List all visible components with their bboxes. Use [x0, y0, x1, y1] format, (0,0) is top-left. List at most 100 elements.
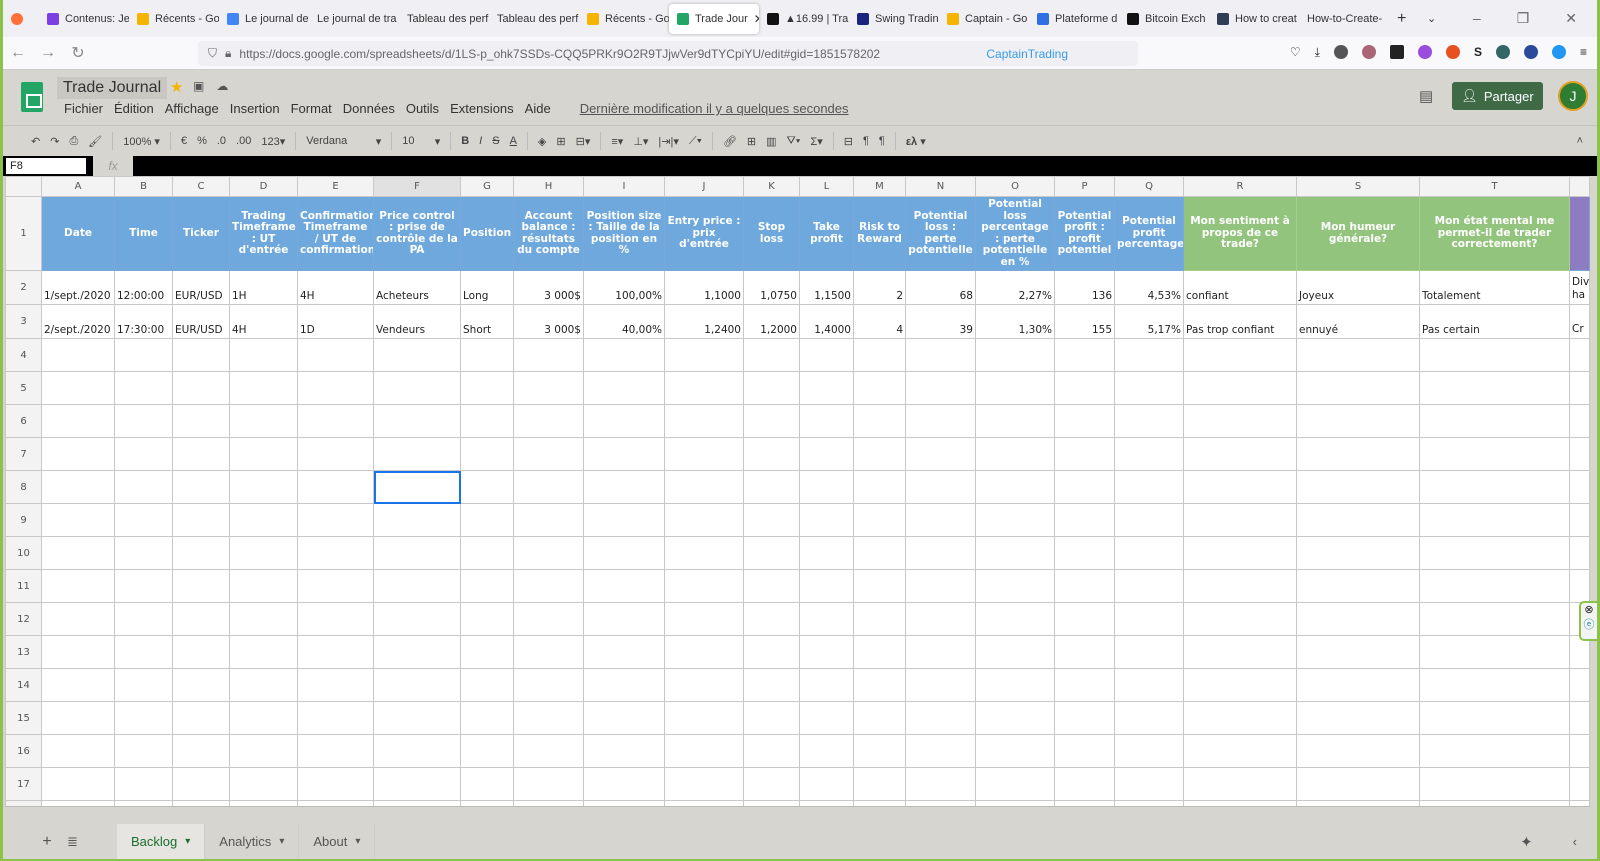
borders-icon[interactable]: ⊞: [556, 135, 566, 148]
cell[interactable]: [460, 437, 514, 471]
undo-icon[interactable]: ↶: [31, 135, 41, 148]
cell[interactable]: [975, 668, 1055, 702]
cell[interactable]: [172, 602, 230, 636]
cell[interactable]: [1296, 734, 1420, 768]
cell[interactable]: [583, 404, 665, 438]
cell[interactable]: [1183, 767, 1297, 801]
cell[interactable]: 40,00%: [583, 304, 665, 339]
cell[interactable]: ennuyé: [1296, 304, 1420, 339]
cell[interactable]: [853, 338, 906, 372]
cell[interactable]: 4H: [297, 270, 374, 305]
star-icon[interactable]: ★: [170, 79, 184, 96]
cell[interactable]: [373, 437, 461, 471]
cell[interactable]: [583, 668, 665, 702]
cell[interactable]: [172, 767, 230, 801]
cell[interactable]: [297, 404, 374, 438]
cell[interactable]: [1569, 767, 1590, 801]
column-header[interactable]: Q: [1114, 176, 1184, 197]
cell[interactable]: [905, 668, 976, 702]
row-header[interactable]: 7: [5, 437, 42, 471]
cell[interactable]: 68: [905, 270, 976, 305]
bold-icon[interactable]: B: [461, 135, 470, 147]
cell[interactable]: [743, 437, 800, 471]
cell[interactable]: 4H: [229, 304, 298, 339]
cell[interactable]: [1569, 569, 1590, 603]
cell[interactable]: [229, 767, 298, 801]
cell[interactable]: [1419, 470, 1570, 504]
cell[interactable]: [583, 536, 665, 570]
decrease-decimal-button[interactable]: .0: [216, 135, 227, 147]
cell[interactable]: [743, 338, 800, 372]
ltr-icon[interactable]: ¶: [862, 135, 869, 147]
cell[interactable]: [1114, 338, 1184, 372]
add-sheet-button[interactable]: +: [42, 832, 52, 850]
cell[interactable]: [1569, 371, 1590, 405]
cell[interactable]: [229, 404, 298, 438]
rtl-icon[interactable]: ¶: [878, 135, 885, 147]
font-select[interactable]: Verdana ▾: [306, 134, 382, 148]
column-header[interactable]: H: [513, 176, 584, 197]
header-cell[interactable]: Mon état mental me permet-il de trader c…: [1419, 196, 1570, 271]
cell[interactable]: [1296, 668, 1420, 702]
cell[interactable]: 3 000$: [513, 270, 584, 305]
cell[interactable]: [297, 701, 374, 735]
zoom-select[interactable]: 100% ▾: [123, 135, 160, 148]
cell[interactable]: [1419, 338, 1570, 372]
cell[interactable]: 4: [853, 304, 906, 339]
cell[interactable]: [513, 668, 584, 702]
header-cell[interactable]: Position: [460, 196, 514, 271]
cell[interactable]: [114, 767, 173, 801]
cell[interactable]: [1419, 503, 1570, 537]
cell[interactable]: [975, 569, 1055, 603]
header-cell[interactable]: Time: [114, 196, 173, 271]
cell[interactable]: [1054, 503, 1115, 537]
tab-list-chevron-icon[interactable]: ⌄: [1427, 13, 1437, 25]
cell[interactable]: [664, 470, 744, 504]
cell[interactable]: [1054, 767, 1115, 801]
cell[interactable]: [297, 536, 374, 570]
browser-tab[interactable]: Captain - Go: [939, 4, 1029, 34]
header-cell[interactable]: Take profit: [799, 196, 854, 271]
merge-cells-icon[interactable]: ⊟▾: [575, 135, 591, 148]
functions-icon[interactable]: Σ▾: [810, 135, 823, 148]
text-wrap-icon[interactable]: |⇥|▾: [658, 135, 679, 148]
cell[interactable]: [1569, 338, 1590, 372]
cell[interactable]: Acheteurs: [373, 270, 461, 305]
cell[interactable]: [41, 602, 115, 636]
explore-icon[interactable]: ✦: [1520, 833, 1533, 851]
cell[interactable]: 4,53%: [1114, 270, 1184, 305]
cell[interactable]: [1054, 734, 1115, 768]
row-header[interactable]: 11: [5, 569, 42, 603]
cell[interactable]: 12:00:00: [114, 270, 173, 305]
menu-insertion[interactable]: Insertion: [229, 101, 280, 116]
cell[interactable]: [664, 602, 744, 636]
browser-tab[interactable]: Plateforme d: [1029, 4, 1119, 34]
cell[interactable]: [799, 503, 854, 537]
header-cell[interactable]: Potential profit : profit potentiel: [1054, 196, 1115, 271]
cell[interactable]: [41, 734, 115, 768]
cell[interactable]: Long: [460, 270, 514, 305]
cell[interactable]: [1296, 371, 1420, 405]
cell[interactable]: [229, 371, 298, 405]
cell[interactable]: [975, 767, 1055, 801]
header-cell[interactable]: Stop loss: [743, 196, 800, 271]
cell[interactable]: [583, 503, 665, 537]
column-header[interactable]: B: [114, 176, 173, 197]
cell[interactable]: [975, 602, 1055, 636]
cell[interactable]: [1569, 734, 1590, 768]
cell[interactable]: [743, 503, 800, 537]
browser-tab[interactable]: How to creat: [1209, 4, 1299, 34]
sheet-tab-about[interactable]: About ▾: [299, 824, 376, 859]
cell[interactable]: 1,1000: [664, 270, 744, 305]
menu-icon[interactable]: ≡: [1579, 45, 1587, 59]
cell[interactable]: [1054, 536, 1115, 570]
row-header[interactable]: 16: [5, 734, 42, 768]
column-header[interactable]: F: [373, 176, 461, 197]
cell[interactable]: [513, 635, 584, 669]
row-header[interactable]: 17: [5, 767, 42, 801]
cell[interactable]: [229, 470, 298, 504]
horizontal-scrollbar[interactable]: [5, 806, 1590, 824]
cell[interactable]: 2/sept./2020: [41, 304, 115, 339]
browser-tab[interactable]: Récents - Go: [129, 4, 219, 34]
column-header[interactable]: J: [664, 176, 744, 197]
